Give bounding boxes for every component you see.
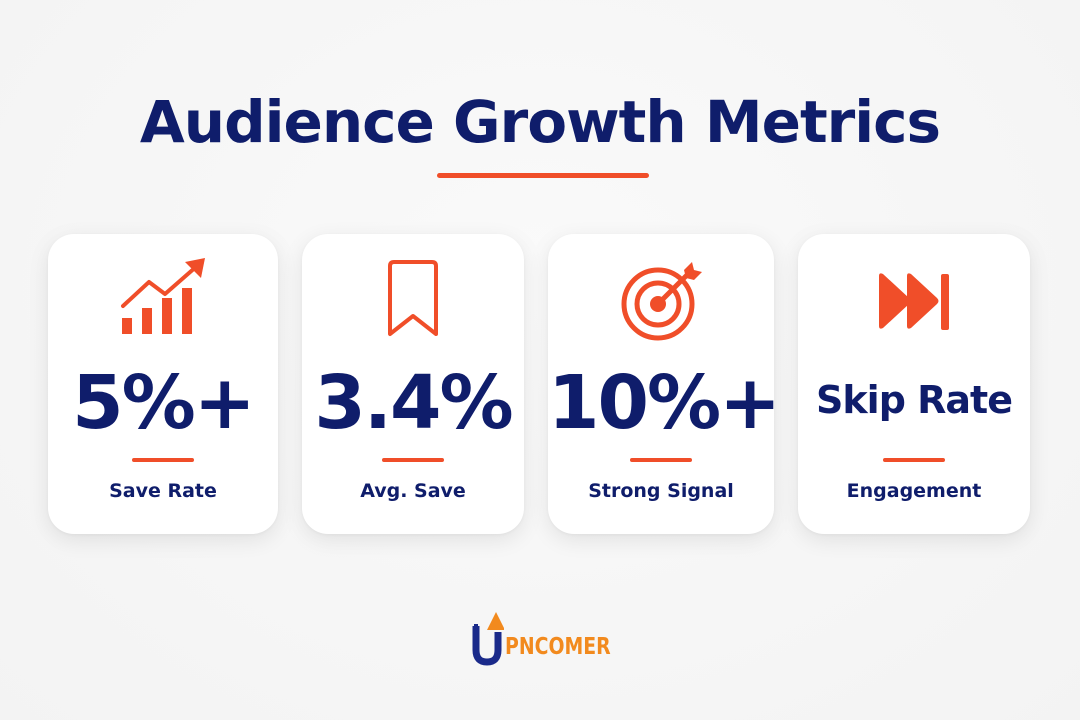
target-icon <box>548 258 774 344</box>
page-title: Audience Growth Metrics <box>139 88 941 156</box>
title-underline <box>437 173 649 178</box>
metric-divider <box>883 458 945 462</box>
chart-growth-icon <box>48 258 278 344</box>
metric-card-save-rate: 5%+ Save Rate <box>48 234 278 534</box>
metric-divider <box>132 458 194 462</box>
metric-divider <box>382 458 444 462</box>
brand-logo: PNCOMER <box>470 608 634 668</box>
metric-label: Avg. Save <box>360 480 466 502</box>
metric-divider <box>630 458 692 462</box>
logo-mark-icon <box>472 612 504 666</box>
metric-card-avg-save: 3.4% Avg. Save <box>302 234 524 534</box>
logo-wordmark: PNCOMER <box>505 634 611 660</box>
metric-value: Skip Rate <box>816 378 1013 422</box>
metric-label: Engagement <box>846 480 982 502</box>
bookmark-icon <box>302 258 524 344</box>
fast-forward-icon <box>798 258 1030 344</box>
metric-value: 3.4% <box>314 360 513 446</box>
metric-card-strong-signal: 10%+ Strong Signal <box>548 234 781 534</box>
metric-value: 10%+ <box>548 360 781 446</box>
metric-label: Save Rate <box>109 480 217 502</box>
metric-label: Strong Signal <box>588 480 734 502</box>
metric-value: 5%+ <box>72 360 256 446</box>
metric-card-skip-rate: Skip Rate Engagement <box>798 234 1030 534</box>
